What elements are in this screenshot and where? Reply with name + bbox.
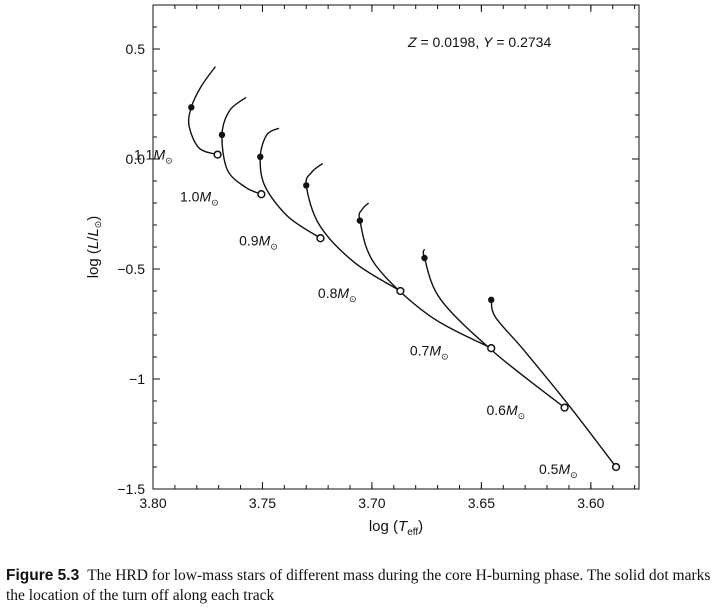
turnoff-dot xyxy=(303,182,310,189)
zams-open-circle xyxy=(257,190,266,199)
x-tick-label: 3.75 xyxy=(249,495,276,511)
zams-open-circle xyxy=(396,286,405,296)
turnoff-dot xyxy=(218,131,226,138)
x-tick-label: 3.70 xyxy=(358,495,385,511)
mass-label: 0.7M⊙ xyxy=(410,342,449,361)
turnoff-dot xyxy=(257,153,264,160)
turnoff-dot xyxy=(488,296,495,303)
mass-label: 1.0M⊙ xyxy=(180,188,219,207)
caption-text: The HRD for low-mass stars of different … xyxy=(6,567,711,604)
track-0.5-msun xyxy=(490,299,617,468)
composition-annotation: Z = 0.0198, Y = 0.2734 xyxy=(407,34,551,50)
x-axis-label: log (Teff) xyxy=(369,518,423,538)
mass-labels: 1.1M⊙ 1.0M⊙ 0.9M⊙ 0.8M⊙ 0.7M⊙ 0.6M⊙ 0.5M⊙ xyxy=(134,147,578,481)
axis-ticks: 3.80 3.75 3.70 3.65 3.60 0.5 0.0 −0.5 −1 −1.5 xyxy=(117,5,639,511)
turnoff-dot xyxy=(188,104,195,111)
mass-label: 0.9M⊙ xyxy=(239,232,278,251)
figure-caption: Figure 5.3 The HRD for low-mass stars of … xyxy=(6,566,718,606)
mass-label: 0.5M⊙ xyxy=(539,461,578,480)
y-tick-label: 0.0 xyxy=(126,151,146,167)
track-0.7-msun xyxy=(358,202,492,349)
track-0.6-msun xyxy=(422,249,566,409)
hrd-chart: 3.80 3.75 3.70 3.65 3.60 0.5 0.0 −0.5 −1 −1.5 1.1… xyxy=(85,4,640,538)
y-axis-label: log (L/L⊙) xyxy=(85,216,103,279)
turnoff-dot xyxy=(356,217,364,224)
track-1.1-msun xyxy=(187,66,218,156)
y-tick-label: −1 xyxy=(129,371,145,387)
track-0.9-msun xyxy=(259,127,321,239)
plot-frame xyxy=(152,4,640,490)
x-tick-label: 3.60 xyxy=(577,495,604,511)
mass-label: 0.6M⊙ xyxy=(486,402,525,421)
zams-open-circle xyxy=(560,403,569,412)
evolution-tracks xyxy=(187,66,617,468)
zams-open-circle xyxy=(213,150,222,159)
zams-open-circle xyxy=(316,234,325,243)
mass-label: 0.8M⊙ xyxy=(318,285,357,304)
mass-label: 1.1M⊙ xyxy=(134,147,173,166)
zams-open-circle xyxy=(611,462,621,472)
track-markers xyxy=(188,104,621,472)
track-1.0-msun xyxy=(221,96,262,195)
y-tick-label: 0.5 xyxy=(126,41,146,57)
turnoff-dot xyxy=(421,254,428,262)
figure-number: Figure 5.3 xyxy=(6,567,80,584)
y-tick-label: −1.5 xyxy=(117,481,145,497)
x-tick-label: 3.65 xyxy=(468,495,495,511)
x-tick-label: 3.80 xyxy=(139,495,166,511)
track-0.8-msun xyxy=(305,162,401,292)
zams-open-circle xyxy=(487,344,496,353)
y-tick-label: −0.5 xyxy=(117,261,145,277)
